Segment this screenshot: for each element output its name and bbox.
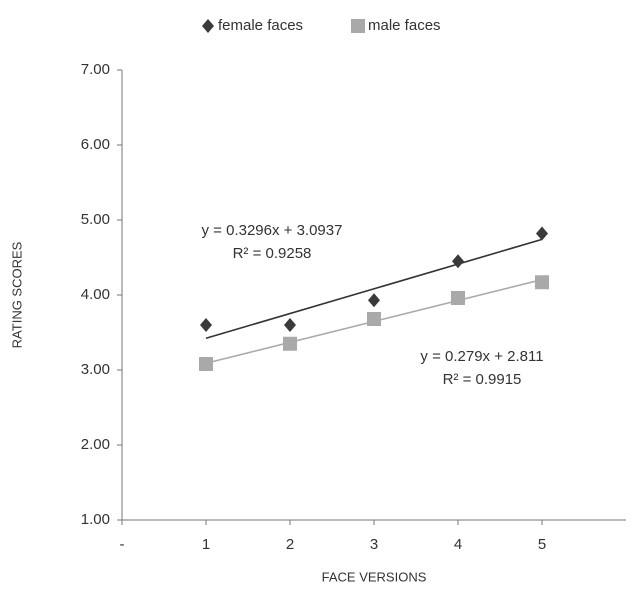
y-tick-label: 5.00 xyxy=(81,211,110,228)
y-axis-title: RATING SCORES xyxy=(9,241,24,348)
x-tick-label: 4 xyxy=(454,536,462,553)
y-tick-label: 3.00 xyxy=(81,361,110,378)
data-point xyxy=(284,318,296,332)
legend-marker xyxy=(351,19,365,33)
x-tick-label: 5 xyxy=(538,536,546,553)
data-point xyxy=(283,336,297,351)
x-axis-title: FACE VERSIONS xyxy=(322,569,427,584)
y-tick-label: 1.00 xyxy=(81,511,110,528)
data-point xyxy=(451,291,465,305)
trendline-equation: y = 0.3296x + 3.0937 xyxy=(202,222,343,239)
trendline-equation: y = 0.279x + 2.811 xyxy=(420,348,543,365)
data-point xyxy=(199,357,213,371)
trendline-r2: R² = 0.9258 xyxy=(233,245,312,262)
legend-label: female faces xyxy=(218,17,303,34)
y-tick-label: 4.00 xyxy=(81,286,110,303)
data-point xyxy=(452,254,464,269)
x-tick-label: 1 xyxy=(202,536,210,553)
y-tick-label: 2.00 xyxy=(81,436,110,453)
data-point xyxy=(367,312,381,326)
y-tick-label: 7.00 xyxy=(81,61,110,78)
data-point xyxy=(200,318,212,332)
legend-label: male faces xyxy=(368,17,441,34)
y-tick-label: 6.00 xyxy=(81,136,110,153)
x-tick-label: - xyxy=(120,536,125,553)
data-point xyxy=(536,226,548,241)
legend-marker xyxy=(202,19,214,33)
trendline xyxy=(205,238,543,340)
x-tick-label: 2 xyxy=(286,536,294,553)
trendline-r2: R² = 0.9915 xyxy=(443,371,522,388)
data-point xyxy=(368,293,380,308)
x-tick-label: 3 xyxy=(370,536,378,553)
data-point xyxy=(535,275,549,290)
